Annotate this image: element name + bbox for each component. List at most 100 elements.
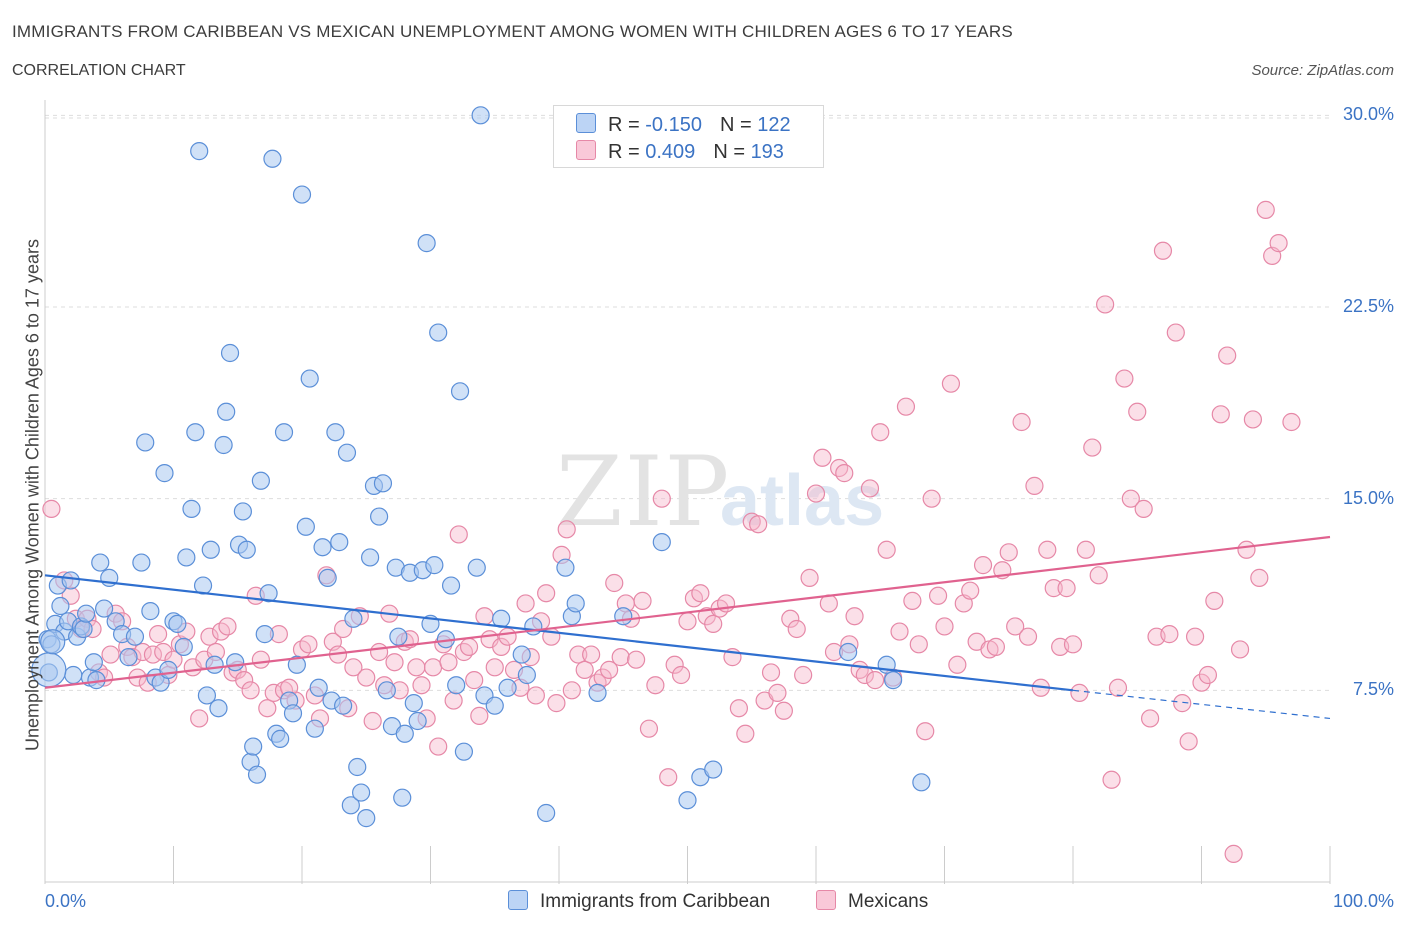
mexican-point — [562, 681, 581, 700]
mexican-point — [344, 658, 363, 677]
caribbean-point — [125, 627, 145, 646]
mexican-point — [1083, 438, 1102, 457]
caribbean-r-value: -0.150 — [645, 114, 702, 136]
mexican-point — [652, 489, 671, 508]
mexican-point — [412, 676, 431, 695]
mexican-point — [1153, 241, 1173, 260]
caribbean-point — [498, 678, 517, 697]
mexican-point — [235, 671, 254, 690]
caribbean-point — [614, 607, 633, 626]
mexican-point — [454, 642, 474, 662]
mexican-point — [1179, 732, 1198, 751]
mexican-point — [768, 683, 787, 702]
mexican-point — [385, 653, 404, 672]
mexican-point — [1269, 234, 1288, 253]
mexican-point — [423, 658, 443, 677]
mexican-point — [903, 591, 922, 610]
caribbean-point — [425, 556, 444, 575]
mexican-swatch — [576, 140, 596, 160]
series-legend: Immigrants from Caribbean Mexicans — [0, 890, 1406, 916]
x-axis-max-label: 100.0% — [1332, 891, 1394, 911]
caribbean-point — [155, 464, 174, 483]
legend-row-mexican: R = 0.409 N = 193 — [576, 140, 784, 164]
mexican-point — [557, 520, 576, 539]
mexican-point — [370, 642, 389, 662]
mexican-point — [582, 645, 601, 664]
watermark: ZIP atlas — [556, 436, 884, 548]
caribbean-point — [217, 402, 236, 421]
legend-item-mexican: Mexicans — [816, 890, 928, 913]
caribbean-point — [429, 323, 448, 342]
caribbean-point — [61, 571, 80, 590]
mexican-point — [866, 671, 885, 690]
caribbean-point — [389, 627, 408, 646]
caribbean-point — [132, 553, 151, 572]
mexican-point — [190, 709, 209, 728]
mexican-point — [492, 637, 511, 656]
mexican-point — [678, 612, 697, 631]
caribbean-point — [447, 676, 466, 695]
mexican-point — [101, 645, 120, 664]
chart-subtitle: CORRELATION CHART — [12, 62, 186, 79]
caribbean-point — [537, 803, 556, 823]
mexican-point — [1115, 369, 1134, 388]
mexican-point — [761, 663, 781, 682]
mexican-point — [449, 525, 468, 544]
mexican-point — [575, 660, 594, 679]
caribbean-point — [190, 142, 209, 161]
mexican-point — [860, 479, 880, 498]
caribbean-point — [205, 655, 224, 674]
caribbean-point — [77, 604, 96, 623]
caribbean-swatch — [576, 113, 596, 133]
caribbean-point — [226, 653, 245, 672]
mexican-point — [896, 397, 916, 416]
mexican-point — [787, 619, 806, 639]
caribbean-point — [74, 619, 93, 639]
mexican-point — [357, 668, 376, 687]
mexican-point — [459, 637, 479, 656]
mexican-point — [1250, 568, 1269, 587]
mexican-point — [909, 635, 928, 654]
chart-title: IMMIGRANTS FROM CARIBBEAN VS MEXICAN UNE… — [12, 22, 1013, 41]
caribbean-point — [182, 499, 201, 518]
caribbean-point — [233, 502, 252, 521]
caribbean-n-label: N = — [719, 114, 752, 136]
mexican-point — [1012, 412, 1031, 432]
caribbean-point — [912, 773, 931, 792]
watermark-zip: ZIP — [556, 436, 731, 548]
mexican-point — [537, 584, 556, 603]
mexican-point — [1102, 770, 1121, 789]
mexican-n-label: N = — [713, 141, 745, 163]
caribbean-point — [292, 185, 312, 204]
mexican-point — [200, 627, 219, 646]
trend-lines — [44, 535, 1331, 720]
caribbean-point — [404, 694, 423, 713]
mexican-point — [1198, 665, 1218, 685]
mexican-point — [665, 655, 684, 674]
mexican-point — [729, 699, 749, 718]
mexican-point — [485, 658, 504, 677]
caribbean-point — [141, 602, 160, 621]
source-credit: Source: ZipAtlas.com — [1251, 62, 1394, 79]
caribbean-point — [119, 648, 138, 667]
mexican-point — [605, 573, 624, 593]
caribbean-point — [64, 665, 83, 685]
mexican-point — [626, 650, 646, 669]
mexican-point — [1025, 476, 1044, 495]
caribbean-point — [326, 423, 345, 442]
caribbean-point — [300, 369, 319, 388]
correlation-legend: R = -0.150 N = 122 R = 0.409 N = 193 — [553, 105, 824, 168]
mexican-point — [516, 594, 535, 613]
caribbean-point — [177, 548, 196, 567]
mexican-point — [218, 617, 237, 636]
mexican-point — [830, 458, 849, 478]
caribbean-point — [168, 614, 187, 633]
caribbean-point — [197, 686, 217, 705]
mexican-point — [611, 648, 630, 667]
mexican-point — [961, 581, 980, 600]
mexican-point — [475, 607, 494, 626]
caribbean-n-value: 122 — [757, 114, 791, 136]
caribbean-point — [91, 553, 110, 572]
caribbean-point — [334, 696, 353, 715]
